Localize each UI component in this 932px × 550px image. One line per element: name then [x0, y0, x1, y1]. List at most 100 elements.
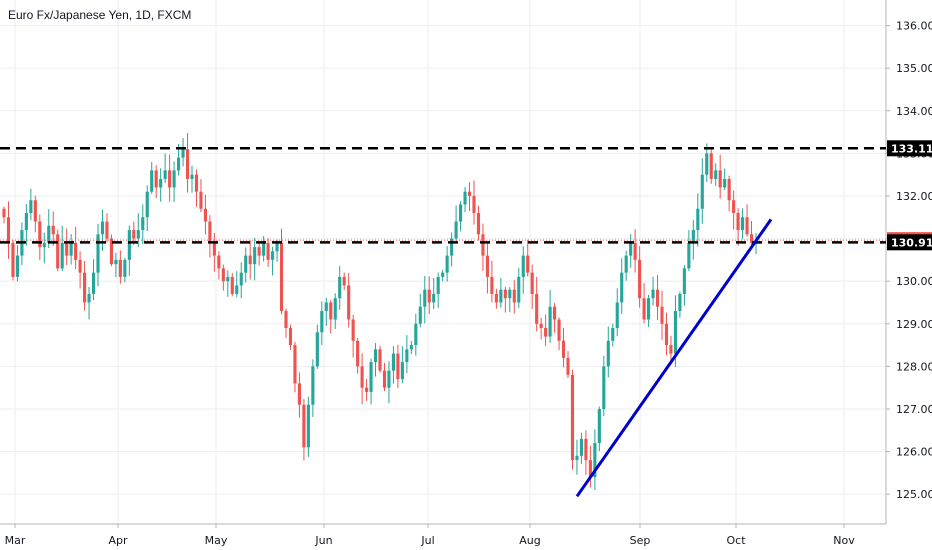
candle-body [257, 247, 261, 256]
y-tick-label: 128.000 [896, 360, 932, 373]
candle-body [714, 170, 718, 179]
candle-body [293, 345, 297, 384]
candle-body [467, 191, 472, 196]
candle-body [29, 200, 33, 214]
candle-body [673, 310, 677, 354]
candle-body [741, 217, 745, 231]
candle-body [369, 362, 373, 392]
candle-body [651, 289, 655, 299]
candle-body [271, 251, 275, 260]
candle-body [302, 404, 306, 448]
candle-body [642, 298, 646, 320]
candle-body [100, 221, 105, 235]
candle-body [481, 234, 485, 256]
y-tick-label: 125.000 [896, 488, 932, 501]
x-tick-label: Jun [314, 534, 332, 547]
x-tick-label: Mar [5, 534, 26, 547]
candle-body [83, 272, 87, 303]
candle-body [123, 259, 127, 277]
candle-body [185, 149, 190, 179]
candle-body [387, 370, 391, 388]
candle-body [226, 276, 230, 282]
x-tick-label: Sep [630, 534, 651, 547]
candle-body [597, 408, 601, 444]
candle-body [548, 306, 552, 337]
candle-body [78, 259, 82, 273]
x-tick-label: May [205, 534, 228, 547]
candle-body [749, 234, 754, 243]
candle-body [194, 174, 199, 192]
trend-line[interactable] [575, 218, 773, 498]
candle-body [333, 298, 337, 320]
candle-body [687, 242, 691, 269]
candle-body [168, 170, 172, 188]
candle-body [56, 234, 60, 269]
candle-body [700, 174, 704, 209]
candle-body [517, 276, 521, 303]
candle-body [15, 255, 19, 277]
candle-body [450, 238, 454, 256]
candle-body [221, 268, 225, 282]
candle-body [414, 323, 418, 346]
candle-body [418, 306, 422, 324]
candle-body [320, 310, 324, 333]
candle-body [127, 230, 131, 260]
candle-body [239, 272, 243, 286]
candle-body [329, 302, 333, 320]
y-tick-label: 129.000 [896, 318, 932, 331]
resistance-price-badge: 133.119 [891, 142, 932, 155]
x-tick-label: Oct [726, 534, 746, 547]
x-tick-label: Apr [108, 534, 128, 547]
candle-body [154, 170, 158, 188]
candle-body [2, 208, 6, 218]
candle-body [360, 366, 364, 388]
candle-body [476, 213, 481, 235]
candle-body [512, 289, 516, 303]
candle-body [114, 259, 118, 265]
candle-body [212, 242, 216, 256]
candle-body [365, 387, 369, 392]
candle-body [441, 272, 445, 277]
candle-body [288, 328, 293, 346]
candle-body [709, 153, 713, 179]
candle-body [217, 255, 221, 269]
candle-body [611, 328, 615, 341]
candle-body [427, 289, 431, 303]
candle-body [297, 383, 301, 405]
candle-body [405, 349, 409, 363]
candle-body [472, 195, 476, 214]
candle-body [266, 242, 270, 260]
candle-body [6, 217, 11, 243]
candle-body [736, 213, 740, 231]
candle-body [132, 230, 136, 239]
candle-body [570, 374, 575, 461]
candle-body [230, 276, 234, 294]
candle-body [181, 149, 185, 158]
candle-body [584, 438, 588, 461]
candle-body [248, 255, 252, 265]
candle-body [235, 285, 239, 294]
candle-body [593, 443, 597, 478]
candle-body [279, 242, 284, 311]
candle-body [575, 455, 579, 461]
candle-body [620, 272, 624, 303]
candle-body [275, 242, 279, 252]
candle-body [373, 349, 378, 363]
candle-body [51, 225, 55, 235]
candle-body [60, 242, 64, 269]
candle-body [33, 200, 37, 222]
candle-body [638, 259, 642, 299]
candle-body [74, 242, 78, 260]
candle-body [606, 340, 610, 367]
candle-body [324, 302, 328, 311]
x-tick-label: Nov [833, 534, 855, 547]
y-tick-label: 126.000 [896, 446, 932, 459]
y-tick-label: 134.000 [896, 105, 932, 118]
candle-body [400, 362, 404, 380]
candle-body [284, 310, 288, 329]
candle-body [629, 242, 633, 256]
candle-body [136, 230, 140, 239]
candle-body [409, 345, 413, 350]
